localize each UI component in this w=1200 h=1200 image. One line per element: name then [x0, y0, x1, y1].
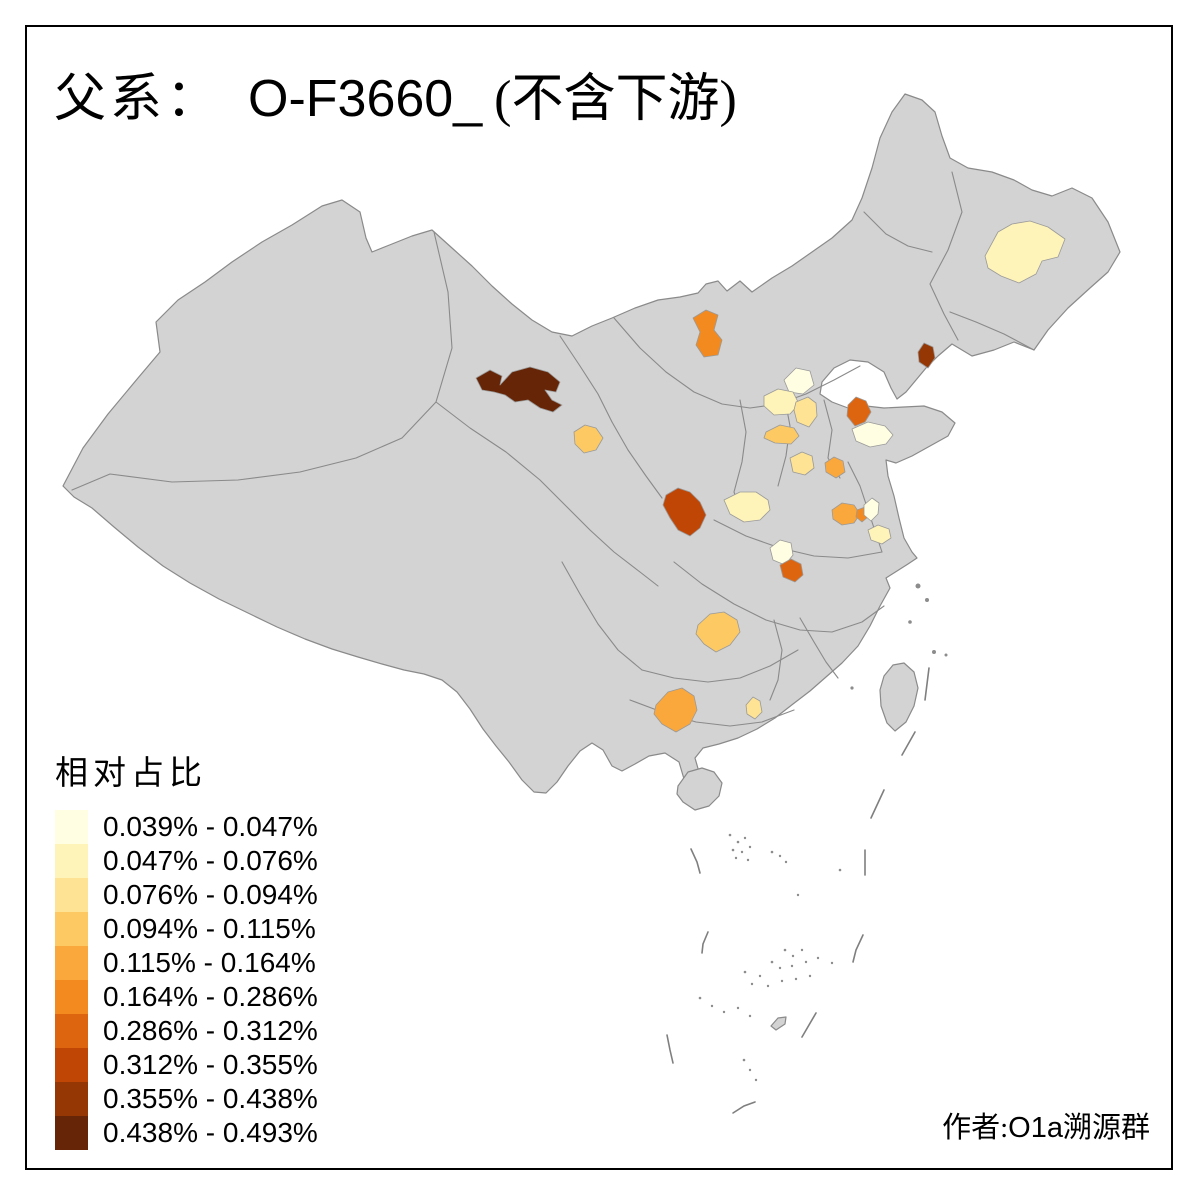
scs-islet	[770, 1016, 787, 1031]
legend-title: 相对占比	[55, 756, 207, 792]
sea-islets	[698, 833, 842, 1082]
legend-row: 0.312% - 0.355%	[55, 1048, 318, 1082]
region-hebei-shijiazhuang	[763, 424, 800, 445]
region-inner-mongolia-bayannur	[692, 309, 723, 358]
title-haplogroup-code: O-F3660_	[248, 70, 483, 128]
legend-label-3: 0.076% - 0.094%	[103, 879, 318, 910]
legend-row: 0.164% - 0.286%	[55, 980, 318, 1014]
region-henan-kaifeng	[824, 456, 846, 479]
taiwan-island	[879, 662, 919, 732]
region-guangxi-hechi	[653, 687, 698, 733]
legend-row: 0.076% - 0.094%	[55, 878, 318, 912]
title-prefix: 父系：	[54, 71, 223, 128]
legend-swatch-1	[55, 810, 88, 844]
region-ningxia-zhongwei	[573, 424, 604, 454]
legend-label-9: 0.355% - 0.438%	[103, 1083, 318, 1114]
region-shaanxi-guanzhong	[723, 491, 771, 523]
legend-row: 0.438% - 0.493%	[55, 1116, 318, 1150]
legend-swatch-7	[55, 1014, 88, 1048]
region-anhui-north	[867, 524, 892, 545]
legend-row: 0.286% - 0.312%	[55, 1014, 318, 1048]
region-hubei-central	[779, 558, 804, 583]
region-liaoning-central	[917, 342, 936, 369]
legend-label-7: 0.286% - 0.312%	[103, 1015, 318, 1046]
legend-label-6: 0.164% - 0.286%	[103, 981, 318, 1012]
page-title: 父系： O-F3660_ (不含下游)	[54, 56, 737, 131]
colored-regions	[475, 220, 1066, 733]
legend-row: 0.047% - 0.076%	[55, 844, 318, 878]
legend-row: 0.355% - 0.438%	[55, 1082, 318, 1116]
legend-swatch-4	[55, 912, 88, 946]
legend-row: 0.094% - 0.115%	[55, 912, 318, 946]
region-jiangsu-xuzhou	[863, 497, 880, 522]
region-gansu-hexi-corridor	[475, 366, 563, 413]
author-group-code: O1a	[1008, 1112, 1063, 1144]
legend: 相对占比 0.039% - 0.047% 0.047% - 0.076% 0.0…	[55, 746, 318, 1150]
region-hunan-northwest	[695, 611, 741, 653]
legend-label-8: 0.312% - 0.355%	[103, 1049, 318, 1080]
region-henan-shangqiu	[831, 502, 861, 526]
coastal-islets	[850, 583, 948, 690]
title-suffix: (不含下游)	[494, 71, 737, 128]
legend-row: 0.039% - 0.047%	[55, 810, 318, 844]
legend-swatch-5	[55, 946, 88, 980]
region-hubei-northwest	[769, 539, 794, 566]
region-henan-anyang	[789, 451, 815, 476]
region-guangdong-north	[745, 696, 763, 720]
author-suffix: 溯源群	[1062, 1112, 1150, 1144]
legend-swatch-10	[55, 1116, 88, 1150]
region-shandong-northwest	[846, 396, 872, 427]
nine-dash-line	[666, 667, 930, 1114]
legend-label-5: 0.115% - 0.164%	[103, 947, 316, 978]
legend-label-10: 0.438% - 0.493%	[103, 1117, 318, 1148]
legend-swatch-2	[55, 844, 88, 878]
region-tianjin-langfang	[793, 396, 818, 428]
legend-swatch-6	[55, 980, 88, 1014]
legend-swatch-8	[55, 1048, 88, 1082]
region-shandong-jinan	[851, 421, 894, 448]
region-gansu-southeast	[662, 487, 707, 537]
legend-label-2: 0.047% - 0.076%	[103, 845, 318, 876]
hainan-island	[676, 767, 723, 811]
region-heilongjiang-east	[984, 220, 1066, 284]
legend-row: 0.115% - 0.164%	[55, 946, 318, 980]
legend-swatch-9	[55, 1082, 88, 1116]
author-credit: 作者:O1a溯源群	[942, 1104, 1150, 1146]
author-prefix: 作者:	[942, 1112, 1009, 1144]
legend-rows: 0.039% - 0.047% 0.047% - 0.076% 0.076% -…	[55, 810, 318, 1150]
legend-label-4: 0.094% - 0.115%	[103, 913, 316, 944]
legend-swatch-3	[55, 878, 88, 912]
legend-label-1: 0.039% - 0.047%	[103, 811, 318, 842]
